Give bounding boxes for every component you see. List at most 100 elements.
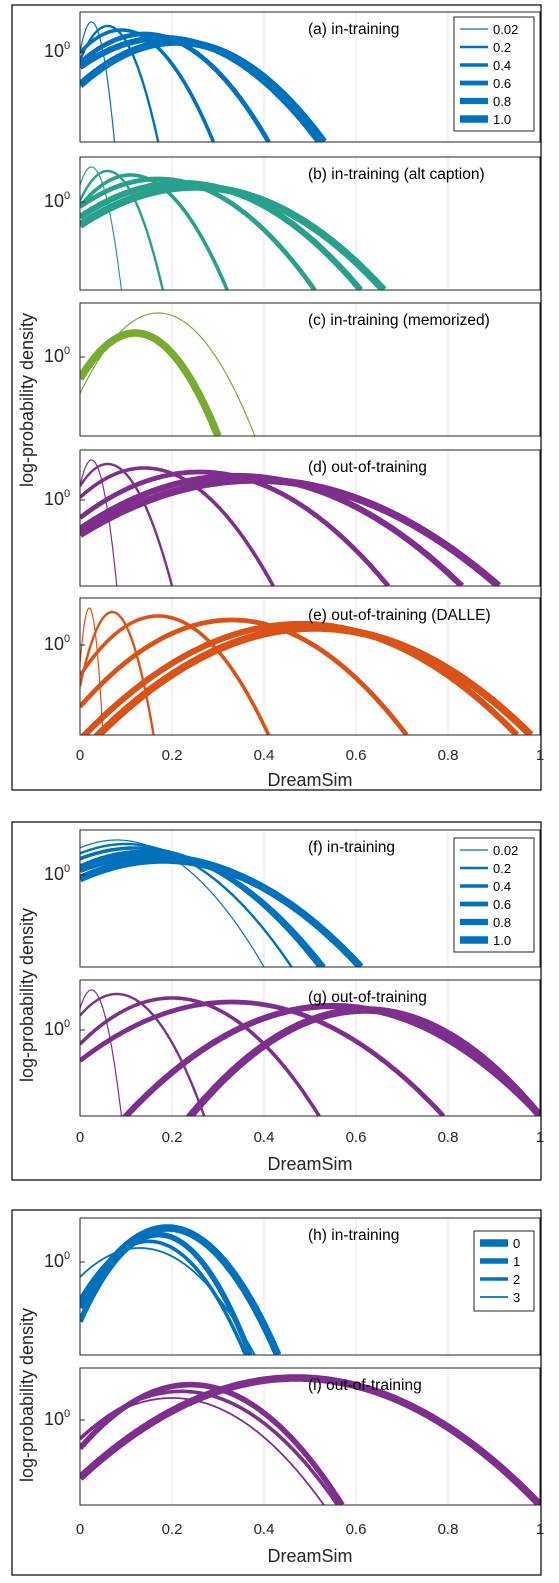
legend-entry: 0.2 [493,861,511,876]
series-line [80,1231,253,1355]
y-tick-label: 100 [44,190,70,211]
panel-label: (f) in-training [308,839,395,856]
panel: 100 (d) out-of-training [44,449,541,587]
series-line [80,312,256,436]
series-line [80,610,155,735]
axes-box [79,597,541,736]
series-line [80,183,387,290]
x-tick-label: 1 [536,1521,544,1538]
y-tick-label: 100 [44,1408,70,1429]
x-tick-label: 0.4 [254,747,275,764]
axes-box [79,1367,541,1506]
series-line [80,476,502,586]
series-line [80,169,164,290]
legend-entry: 0 [513,1236,520,1251]
x-tick-label: 1 [536,1129,544,1146]
x-axis-label: DreamSim [267,1546,352,1566]
y-axis-label: log-probability density [17,1308,37,1482]
series-line [80,989,122,1116]
axes-box [79,979,541,1117]
panel: 100 (g) out-of-training [44,979,541,1117]
x-tick-label: 0.8 [438,747,459,764]
panel-label: (c) in-training (memorized) [308,312,490,329]
axes-box [79,829,541,968]
y-axis-label: log-probability density [17,908,37,1082]
series-line [80,620,520,735]
series-line [80,617,409,735]
panel-label: (i) out-of-training [308,1377,422,1394]
x-tick-label: 0.4 [254,1521,275,1538]
legend-entry: 1 [513,1254,520,1269]
series-line [121,1002,540,1116]
y-tick-label: 100 [44,1018,70,1039]
x-tick-label: 0.4 [254,1129,275,1146]
series-line [80,1239,248,1355]
panel: 100 (b) in-training (alt caption) [44,156,541,291]
x-tick-label: 0 [76,1129,84,1146]
legend-entry: 0.4 [493,879,511,894]
panel-label: (e) out-of-training (DALLE) [308,607,491,624]
series-line [80,996,321,1116]
series-line [93,624,534,735]
panel-label: (d) out-of-training [308,459,427,476]
panel: 100 (a) in-training [44,11,541,143]
series-line [80,24,160,142]
series-line [80,329,222,436]
x-tick-label: 0.8 [438,1521,459,1538]
series-line [80,999,446,1116]
figure-frame [11,1209,542,1576]
panel: 100 (e) out-of-training (DALLE) [44,597,541,736]
panel: 100 (c) in-training (memorized) [44,302,541,437]
legend-entry: 0.2 [493,40,511,55]
panel-label: (a) in-training [308,21,399,38]
x-tick-label: 0 [76,1521,84,1538]
legend-entry: 0.8 [493,94,511,109]
axes-box [79,302,541,437]
series-line [80,1397,325,1505]
axes-box [79,1217,541,1356]
x-tick-label: 1 [536,747,544,764]
y-tick-label: 100 [44,40,70,61]
series-line [80,1374,540,1505]
x-tick-label: 0.2 [162,1129,183,1146]
x-tick-label: 0.6 [346,747,367,764]
legend-entry: 0.02 [493,843,518,858]
legend-entry: 0.6 [493,76,511,91]
x-tick-label: 0.2 [162,1521,183,1538]
y-axis-label: log-probability density [17,313,37,487]
x-axis-label: DreamSim [267,770,352,790]
y-tick-label: 100 [44,1250,70,1271]
legend-entry: 0.02 [493,22,518,37]
legend: 0 1 2 3 [473,1230,535,1312]
figure-frame [11,4,542,791]
axes-box [79,11,541,143]
series-line [185,1006,540,1116]
panel: 100 (i) out-of-training [44,1367,541,1506]
panel: 100 (f) in-training [44,829,541,968]
legend-entry: 0.6 [493,897,511,912]
panel: 100 (h) in-training [44,1217,541,1356]
series-line [80,462,174,586]
series-line [80,1224,282,1355]
legend-entry: 3 [513,1290,520,1305]
legend-entry: 1.0 [493,933,511,948]
series-line [80,1247,256,1355]
axes-box [79,449,541,587]
x-tick-label: 0 [76,747,84,764]
chart-group-1: 100 (a) in-training 100 (b) in-training (al… [11,4,544,791]
legend-entry: 1.0 [493,112,511,127]
series-line [80,856,364,967]
series-line [80,469,391,586]
legend: 0.02 0.2 0.4 0.6 0.8 1.0 [453,837,535,953]
figure-frame [11,821,542,1181]
series-line [80,1389,340,1505]
series-line [80,166,122,290]
x-tick-label: 0.2 [162,747,183,764]
series-line [80,614,271,735]
x-tick-label: 0.6 [346,1521,367,1538]
y-tick-label: 100 [44,345,70,366]
axes-box [79,156,541,291]
y-tick-label: 100 [44,863,70,884]
x-axis-label: DreamSim [267,1154,352,1174]
